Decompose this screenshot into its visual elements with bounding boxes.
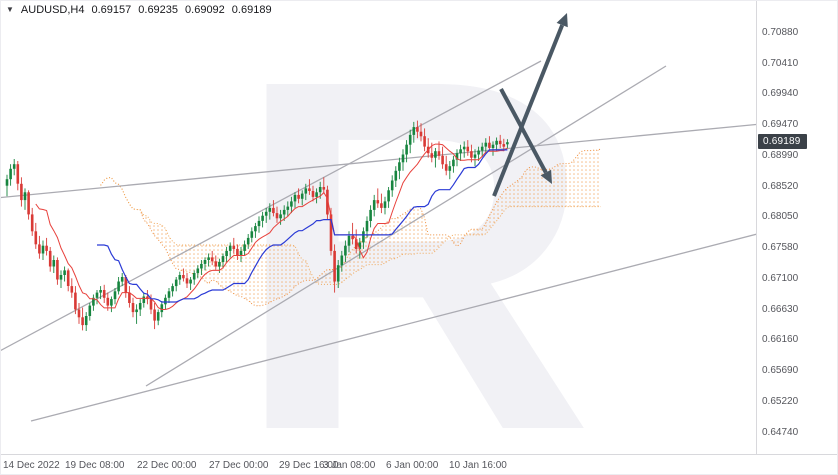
high-value: 0.69235 — [138, 4, 179, 16]
symbol-marker-icon: ▼ — [6, 4, 14, 14]
open-value: 0.69157 — [91, 4, 132, 16]
current-price-badge: 0.69189 — [758, 134, 807, 149]
symbol-timeframe-label: AUDUSD,H4 — [20, 4, 85, 16]
symbol-ohlc-info: ▼ AUDUSD,H4 0.69157 0.69235 0.69092 0.69… — [6, 4, 272, 16]
close-value: 0.69189 — [231, 4, 272, 16]
low-value: 0.69092 — [185, 4, 225, 16]
